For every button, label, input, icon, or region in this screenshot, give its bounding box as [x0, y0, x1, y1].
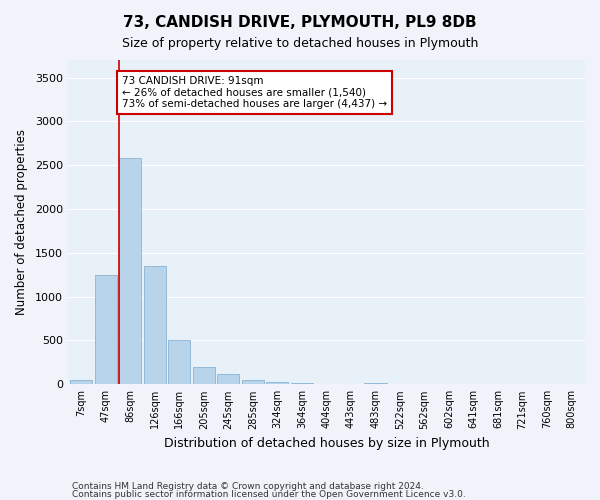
- Text: 73, CANDISH DRIVE, PLYMOUTH, PL9 8DB: 73, CANDISH DRIVE, PLYMOUTH, PL9 8DB: [123, 15, 477, 30]
- Bar: [144, 266, 166, 384]
- Y-axis label: Number of detached properties: Number of detached properties: [15, 129, 28, 315]
- Bar: [95, 274, 117, 384]
- Bar: [266, 382, 289, 384]
- Bar: [193, 367, 215, 384]
- Bar: [217, 374, 239, 384]
- Bar: [119, 158, 142, 384]
- X-axis label: Distribution of detached houses by size in Plymouth: Distribution of detached houses by size …: [164, 437, 489, 450]
- Bar: [70, 380, 92, 384]
- Bar: [242, 380, 264, 384]
- Bar: [364, 382, 386, 384]
- Text: 73 CANDISH DRIVE: 91sqm
← 26% of detached houses are smaller (1,540)
73% of semi: 73 CANDISH DRIVE: 91sqm ← 26% of detache…: [122, 76, 387, 109]
- Text: Contains public sector information licensed under the Open Government Licence v3: Contains public sector information licen…: [72, 490, 466, 499]
- Bar: [169, 340, 190, 384]
- Bar: [291, 383, 313, 384]
- Text: Contains HM Land Registry data © Crown copyright and database right 2024.: Contains HM Land Registry data © Crown c…: [72, 482, 424, 491]
- Text: Size of property relative to detached houses in Plymouth: Size of property relative to detached ho…: [122, 38, 478, 51]
